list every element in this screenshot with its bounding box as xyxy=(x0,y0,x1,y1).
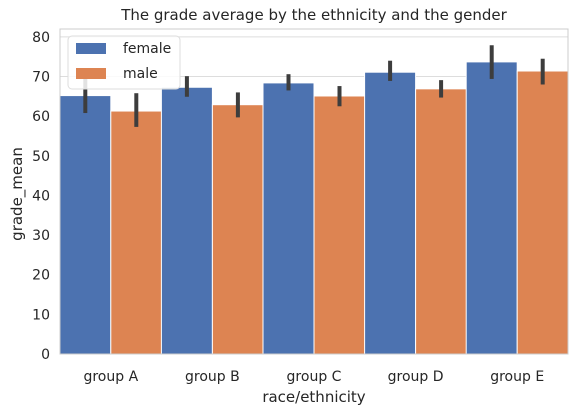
plot-frame xyxy=(59,28,569,355)
x-tick-label: group B xyxy=(185,369,240,385)
y-tick-label: 10 xyxy=(32,307,50,323)
bar-male xyxy=(313,95,366,355)
bar-female xyxy=(262,82,315,355)
bar-female xyxy=(160,86,213,355)
bar-female xyxy=(465,61,518,355)
y-tick-label: 50 xyxy=(32,149,50,165)
bar-male xyxy=(211,104,264,355)
x-axis-label: race/ethnicity xyxy=(262,388,365,406)
y-axis-label: grade_mean xyxy=(8,147,27,241)
x-tick-label: group C xyxy=(287,369,342,385)
y-tick-label: 20 xyxy=(32,268,50,284)
y-tick-label: 80 xyxy=(32,30,50,46)
y-axis-ticks: 0 10 20 30 40 50 60 70 80 xyxy=(32,30,50,363)
y-tick-label: 40 xyxy=(32,188,50,204)
bar-female xyxy=(364,71,417,355)
x-tick-label: group E xyxy=(490,369,544,385)
x-tick-label: group D xyxy=(388,369,444,385)
x-tick-label: group A xyxy=(83,369,138,385)
y-tick-label: 0 xyxy=(41,347,50,363)
legend-label-female: female xyxy=(123,41,171,57)
chart-title: The grade average by the ethnicity and t… xyxy=(120,6,507,24)
bar-male xyxy=(110,110,163,355)
y-tick-label: 70 xyxy=(32,70,50,86)
legend-label-male: male xyxy=(123,66,158,82)
y-tick-label: 30 xyxy=(32,228,50,244)
bar-female xyxy=(59,95,112,355)
x-axis-ticks: group A group B group C group D group E xyxy=(83,369,544,385)
bar-male xyxy=(415,88,468,355)
legend-swatch-female xyxy=(76,43,106,54)
legend: female male xyxy=(67,35,181,90)
bar-male xyxy=(516,70,569,355)
y-tick-label: 60 xyxy=(32,109,50,125)
legend-swatch-male xyxy=(76,68,106,79)
bars xyxy=(59,61,569,355)
